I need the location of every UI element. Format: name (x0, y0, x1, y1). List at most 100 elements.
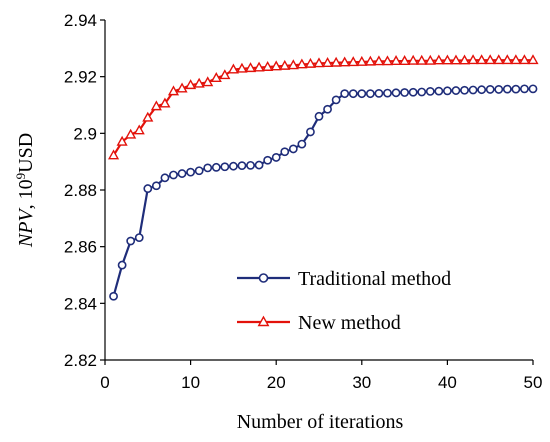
data-point-traditional (177, 169, 187, 178)
data-point-traditional (254, 160, 264, 170)
data-point-new (193, 77, 205, 88)
y-tick-label: 2.88 (64, 181, 97, 200)
plot-layer (107, 54, 539, 301)
data-point-traditional (425, 87, 435, 96)
legend-label-traditional: Traditional method (298, 268, 451, 290)
x-tick-label: 30 (352, 373, 371, 392)
x-tick-label: 10 (181, 373, 200, 392)
data-point-traditional (331, 95, 341, 105)
data-point-traditional (451, 86, 461, 95)
data-point-traditional (468, 85, 478, 95)
data-point-new (476, 54, 488, 65)
data-point-traditional (271, 153, 281, 162)
y-tick-label: 2.92 (64, 68, 97, 87)
data-point-traditional (408, 87, 418, 97)
data-point-traditional (297, 139, 307, 149)
data-point-new (244, 62, 257, 73)
data-point-new (150, 100, 162, 111)
data-point-new (424, 54, 436, 65)
data-point-new (227, 63, 239, 74)
data-point-new (458, 54, 471, 65)
data-point-traditional (228, 161, 238, 171)
data-point-new (210, 72, 222, 83)
data-point-new (253, 61, 265, 72)
data-point-new (313, 57, 325, 68)
data-point-new (202, 76, 214, 87)
x-tick-label: 40 (438, 373, 457, 392)
data-point-new (330, 56, 342, 67)
data-point-new (219, 69, 231, 80)
data-point-traditional (340, 89, 350, 99)
data-point-traditional (511, 84, 521, 94)
data-point-new (510, 54, 522, 65)
data-point-new (304, 57, 317, 68)
y-axis-title-sep: , 10 (15, 179, 37, 209)
y-tick-label: 2.94 (64, 11, 97, 30)
data-point-traditional (434, 86, 444, 96)
data-point-traditional (280, 147, 290, 157)
data-point-new (236, 62, 248, 73)
data-point-traditional (194, 166, 204, 176)
data-point-new (125, 128, 137, 139)
axes-layer: 2.82 2.84 2.86 2.88 2.9 2.92 2.94 0 10 20 30 40 50 (64, 11, 543, 392)
y-tick-label: 2.84 (64, 294, 97, 313)
data-point-traditional (383, 88, 392, 98)
data-point-new (185, 79, 197, 90)
data-point-traditional (126, 236, 136, 246)
data-point-new (107, 149, 120, 160)
data-point-traditional (237, 161, 247, 171)
series-line-new (112, 59, 533, 157)
data-point-new (339, 56, 351, 67)
data-point-new (407, 54, 419, 65)
data-point-traditional (160, 173, 170, 183)
data-point-traditional (211, 162, 221, 172)
data-point-new (484, 54, 496, 65)
legend-marker-new (257, 315, 270, 327)
data-point-traditional (417, 87, 427, 97)
data-point-traditional (391, 88, 401, 98)
data-point-new (270, 60, 282, 71)
data-point-new (381, 55, 394, 66)
data-point-traditional (442, 86, 452, 96)
x-tick-label: 50 (524, 373, 543, 392)
data-point-traditional (494, 85, 504, 94)
data-point-traditional (460, 85, 469, 95)
data-point-traditional (263, 155, 273, 165)
data-point-new (441, 54, 453, 65)
data-point-new (142, 111, 154, 122)
data-point-new (416, 54, 428, 65)
data-point-traditional (365, 89, 375, 99)
data-point-traditional (357, 89, 367, 99)
data-point-new (296, 58, 308, 69)
data-point-traditional (374, 88, 384, 98)
data-point-new (159, 97, 171, 108)
data-point-traditional (134, 233, 144, 242)
data-point-new (373, 55, 385, 66)
data-point-new (116, 135, 128, 146)
data-point-traditional (151, 181, 161, 191)
y-tick-label: 2.9 (73, 124, 97, 143)
data-point-traditional (306, 127, 315, 137)
data-point-new (501, 54, 513, 65)
data-point-traditional (143, 184, 153, 193)
y-tick-label: 2.82 (64, 351, 97, 370)
data-point-new (493, 54, 505, 65)
data-point-new (167, 85, 180, 96)
data-point-new (450, 54, 462, 65)
data-point-new (133, 124, 145, 135)
y-axis-title-unit: USD (15, 133, 37, 173)
data-point-traditional (109, 291, 118, 301)
data-point-traditional (520, 84, 529, 94)
y-axis-title: NPV, 109USD (13, 133, 37, 248)
data-point-traditional (314, 111, 324, 121)
y-axis-title-sup: 9 (13, 173, 28, 180)
x-axis-title: Number of iterations (237, 411, 404, 433)
y-tick-label: 2.86 (64, 238, 97, 257)
data-point-new (433, 54, 445, 65)
legend: Traditional method New method (237, 268, 451, 334)
legend-marker-traditional (258, 273, 269, 283)
data-point-new (321, 57, 334, 67)
data-point-traditional (203, 163, 213, 173)
data-point-traditional (323, 104, 332, 114)
